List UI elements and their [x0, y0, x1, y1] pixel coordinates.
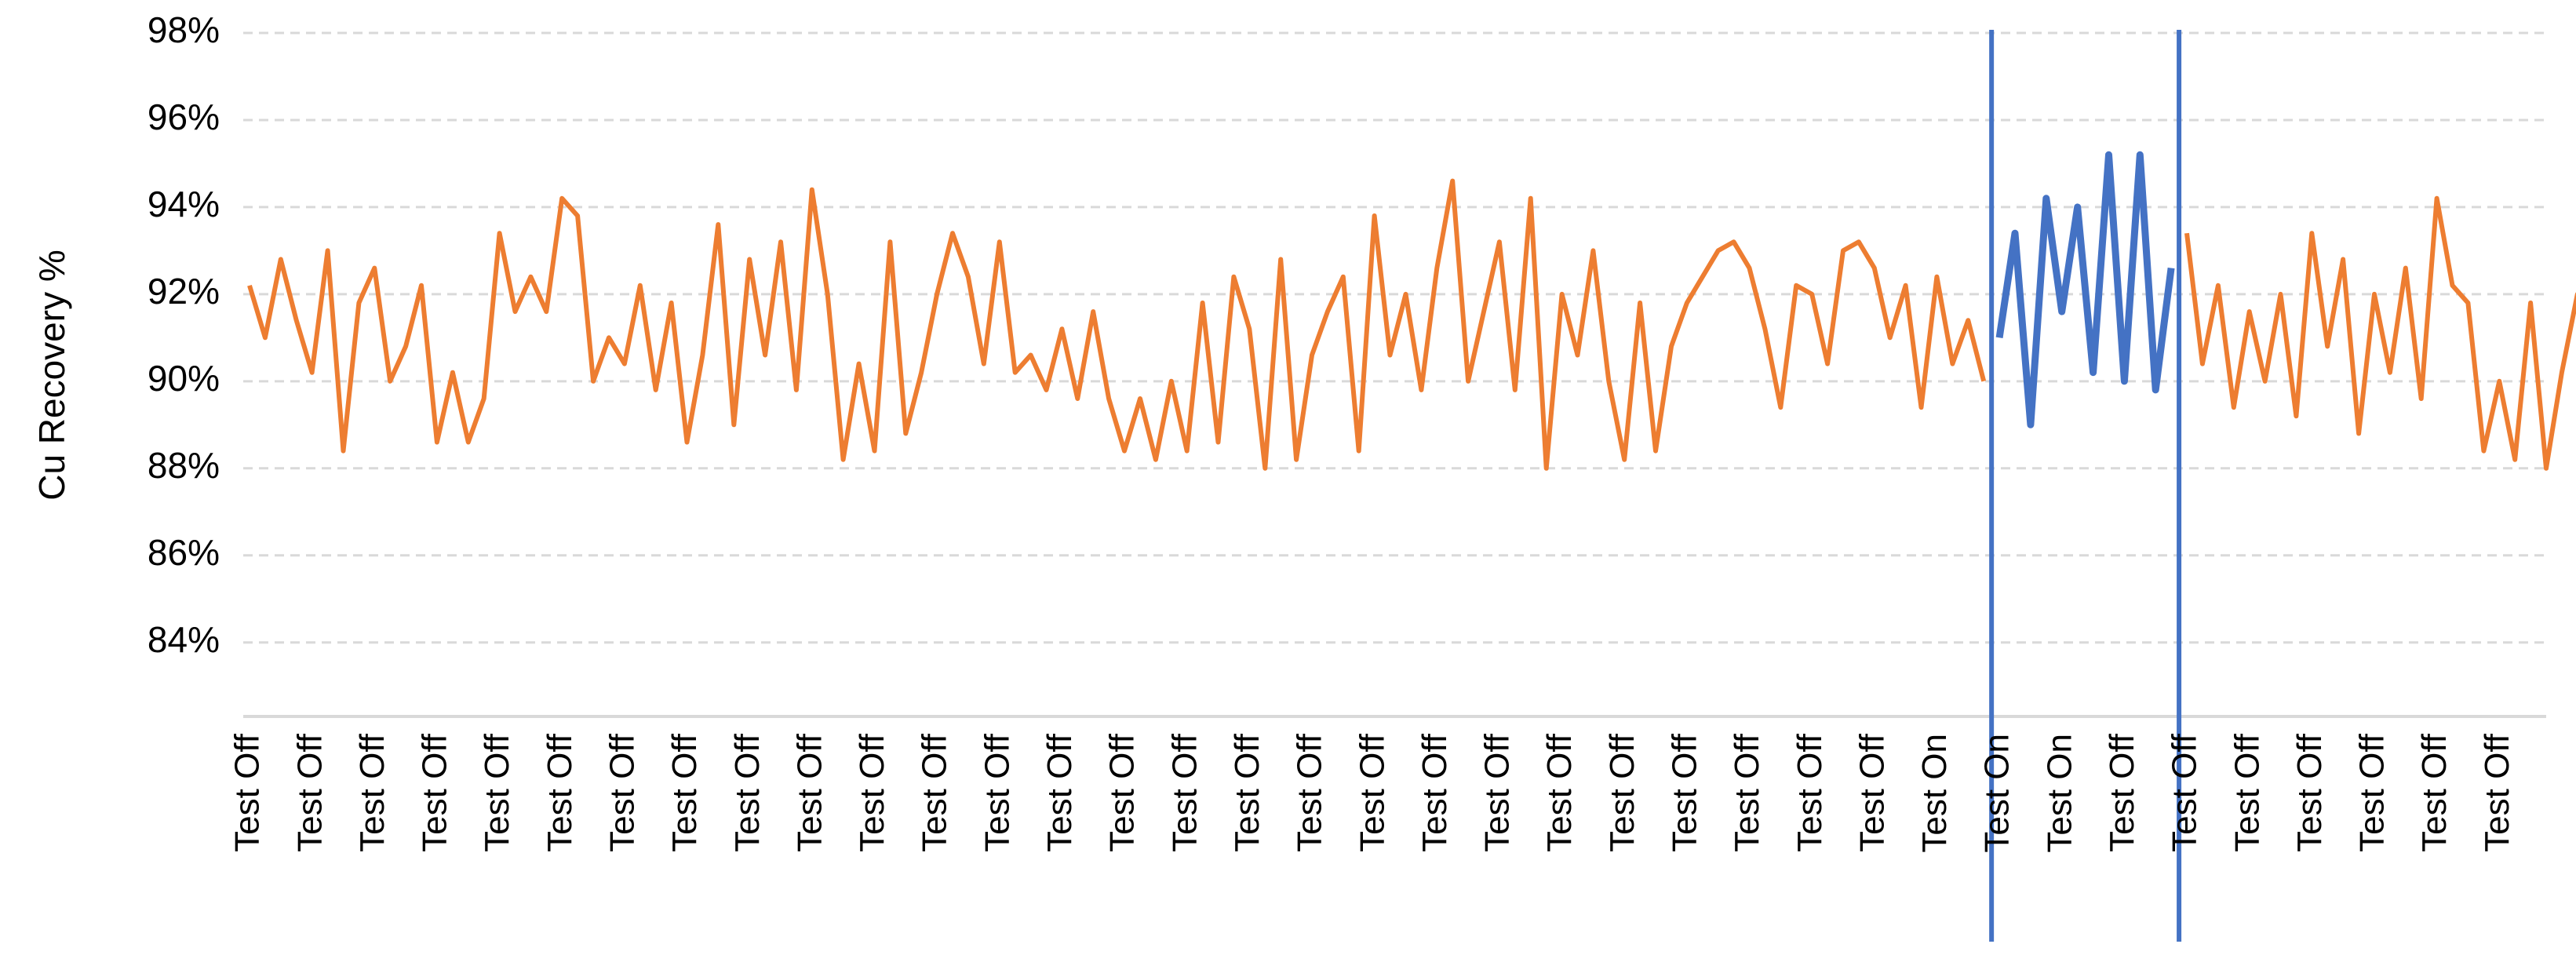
data-line: [247, 178, 2576, 471]
x-tick-label: Test Off: [1291, 733, 1329, 852]
x-tick-label: Test Off: [1228, 733, 1266, 852]
x-tick-label: Test On: [1915, 734, 1954, 853]
x-tick-label: Test Off: [2478, 733, 2516, 852]
x-tick-label: Test Off: [665, 733, 704, 852]
y-tick-label: 88%: [148, 445, 220, 486]
y-tick-label: 86%: [148, 532, 220, 573]
x-tick-label: Test Off: [790, 733, 829, 852]
y-tick-label: 94%: [148, 184, 220, 224]
x-tick-label: Test Off: [290, 733, 329, 852]
x-tick-label: Test Off: [1103, 733, 1142, 852]
x-tick-label: Test Off: [1791, 733, 1829, 852]
x-tick-label: Test Off: [2103, 733, 2141, 852]
x-tick-label: Test Off: [1478, 733, 1517, 852]
x-tick-label: Test Off: [2290, 733, 2329, 852]
y-tick-label: 98%: [148, 9, 220, 50]
y-tick-label: 96%: [148, 97, 220, 137]
x-tick-label: Test Off: [353, 733, 392, 852]
x-tick-label: Test Off: [2228, 733, 2266, 852]
y-tick-label: 84%: [148, 619, 220, 660]
x-tick-label: Test Off: [728, 733, 767, 852]
x-tick-label: Test Off: [978, 733, 1016, 852]
x-tick-label: Test Off: [1540, 733, 1579, 852]
x-tick-label: Test Off: [416, 733, 454, 852]
x-tick-label: Test Off: [603, 733, 642, 852]
x-tick-label: Test Off: [1416, 733, 1454, 852]
x-tick-label: Test Off: [916, 733, 954, 852]
data-line: [1995, 151, 2175, 428]
x-tick-label: Test Off: [1165, 733, 1204, 852]
x-tick-label: Test Off: [541, 733, 579, 852]
x-tick-label: Test Off: [1665, 733, 1703, 852]
x-tick-label: Test On: [2040, 734, 2079, 853]
y-tick-label: 92%: [148, 271, 220, 312]
x-tick-label: Test Off: [1603, 733, 1641, 852]
x-tick-label: Test Off: [1353, 733, 1391, 852]
x-tick-label: Test Off: [853, 733, 891, 852]
x-tick-label: Test On: [1978, 734, 2017, 853]
x-tick-label: Test Off: [478, 733, 516, 852]
x-tick-label: Test Off: [1728, 733, 1766, 852]
x-tick-label: Test Off: [2353, 733, 2392, 852]
x-tick-label: Test Off: [1040, 733, 1079, 852]
y-tick-label: 90%: [148, 358, 220, 399]
x-tick-label: Test Off: [228, 733, 267, 852]
x-tick-label: Test Off: [2415, 733, 2454, 852]
x-tick-label: Test Off: [2166, 733, 2204, 852]
x-tick-label: Test Off: [1853, 733, 1891, 852]
y-axis-title: Cu Recovery %: [31, 250, 72, 501]
